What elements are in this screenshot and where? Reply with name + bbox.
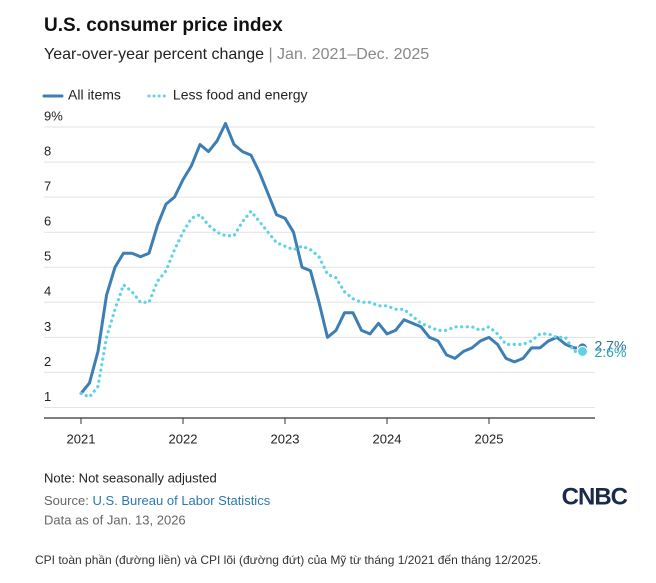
end-point [577, 345, 588, 357]
y-tick-label: 6 [44, 214, 51, 229]
source-link[interactable]: U.S. Bureau of Labor Statistics [92, 493, 270, 508]
end-label: 2.6% [595, 344, 627, 360]
source-prefix: Source: [44, 493, 89, 508]
chart-subtitle: Year-over-year percent change | Jan. 202… [44, 46, 429, 63]
y-tick-label: 3 [44, 319, 51, 334]
x-tick-label: 2022 [169, 431, 198, 446]
data-as-of: Data as of Jan. 13, 2026 [44, 512, 186, 527]
subtitle: Year-over-year percent change [44, 46, 264, 63]
legend-label: All items [68, 87, 121, 103]
source: Source: U.S. Bureau of Labor Statistics [44, 493, 271, 508]
y-tick-label: 2 [44, 354, 51, 369]
end-label: 2.7% [595, 338, 627, 354]
caption: CPI toàn phần (đường liền) và CPI lõi (đ… [35, 553, 541, 567]
x-tick-label: 2023 [271, 431, 300, 446]
note: Note: Not seasonally adjusted [44, 470, 217, 485]
x-tick-label: 2024 [373, 431, 402, 446]
y-tick-label: 5 [44, 249, 51, 264]
x-tick-label: 2025 [475, 431, 504, 446]
logo: CNBC [562, 483, 628, 510]
series-line [79, 122, 584, 395]
subtitle-range: | Jan. 2021–Dec. 2025 [268, 46, 429, 63]
y-tick-label: 4 [44, 284, 51, 299]
chart-title: U.S. consumer price index [44, 15, 283, 36]
y-tick-label: 7 [44, 179, 51, 194]
series-line [79, 209, 585, 399]
legend-label: Less food and energy [173, 87, 308, 103]
y-tick-label: 1 [44, 389, 51, 404]
y-tick-label: 9% [44, 108, 63, 123]
y-tick-label: 8 [44, 144, 51, 159]
x-tick-label: 2021 [67, 431, 96, 446]
